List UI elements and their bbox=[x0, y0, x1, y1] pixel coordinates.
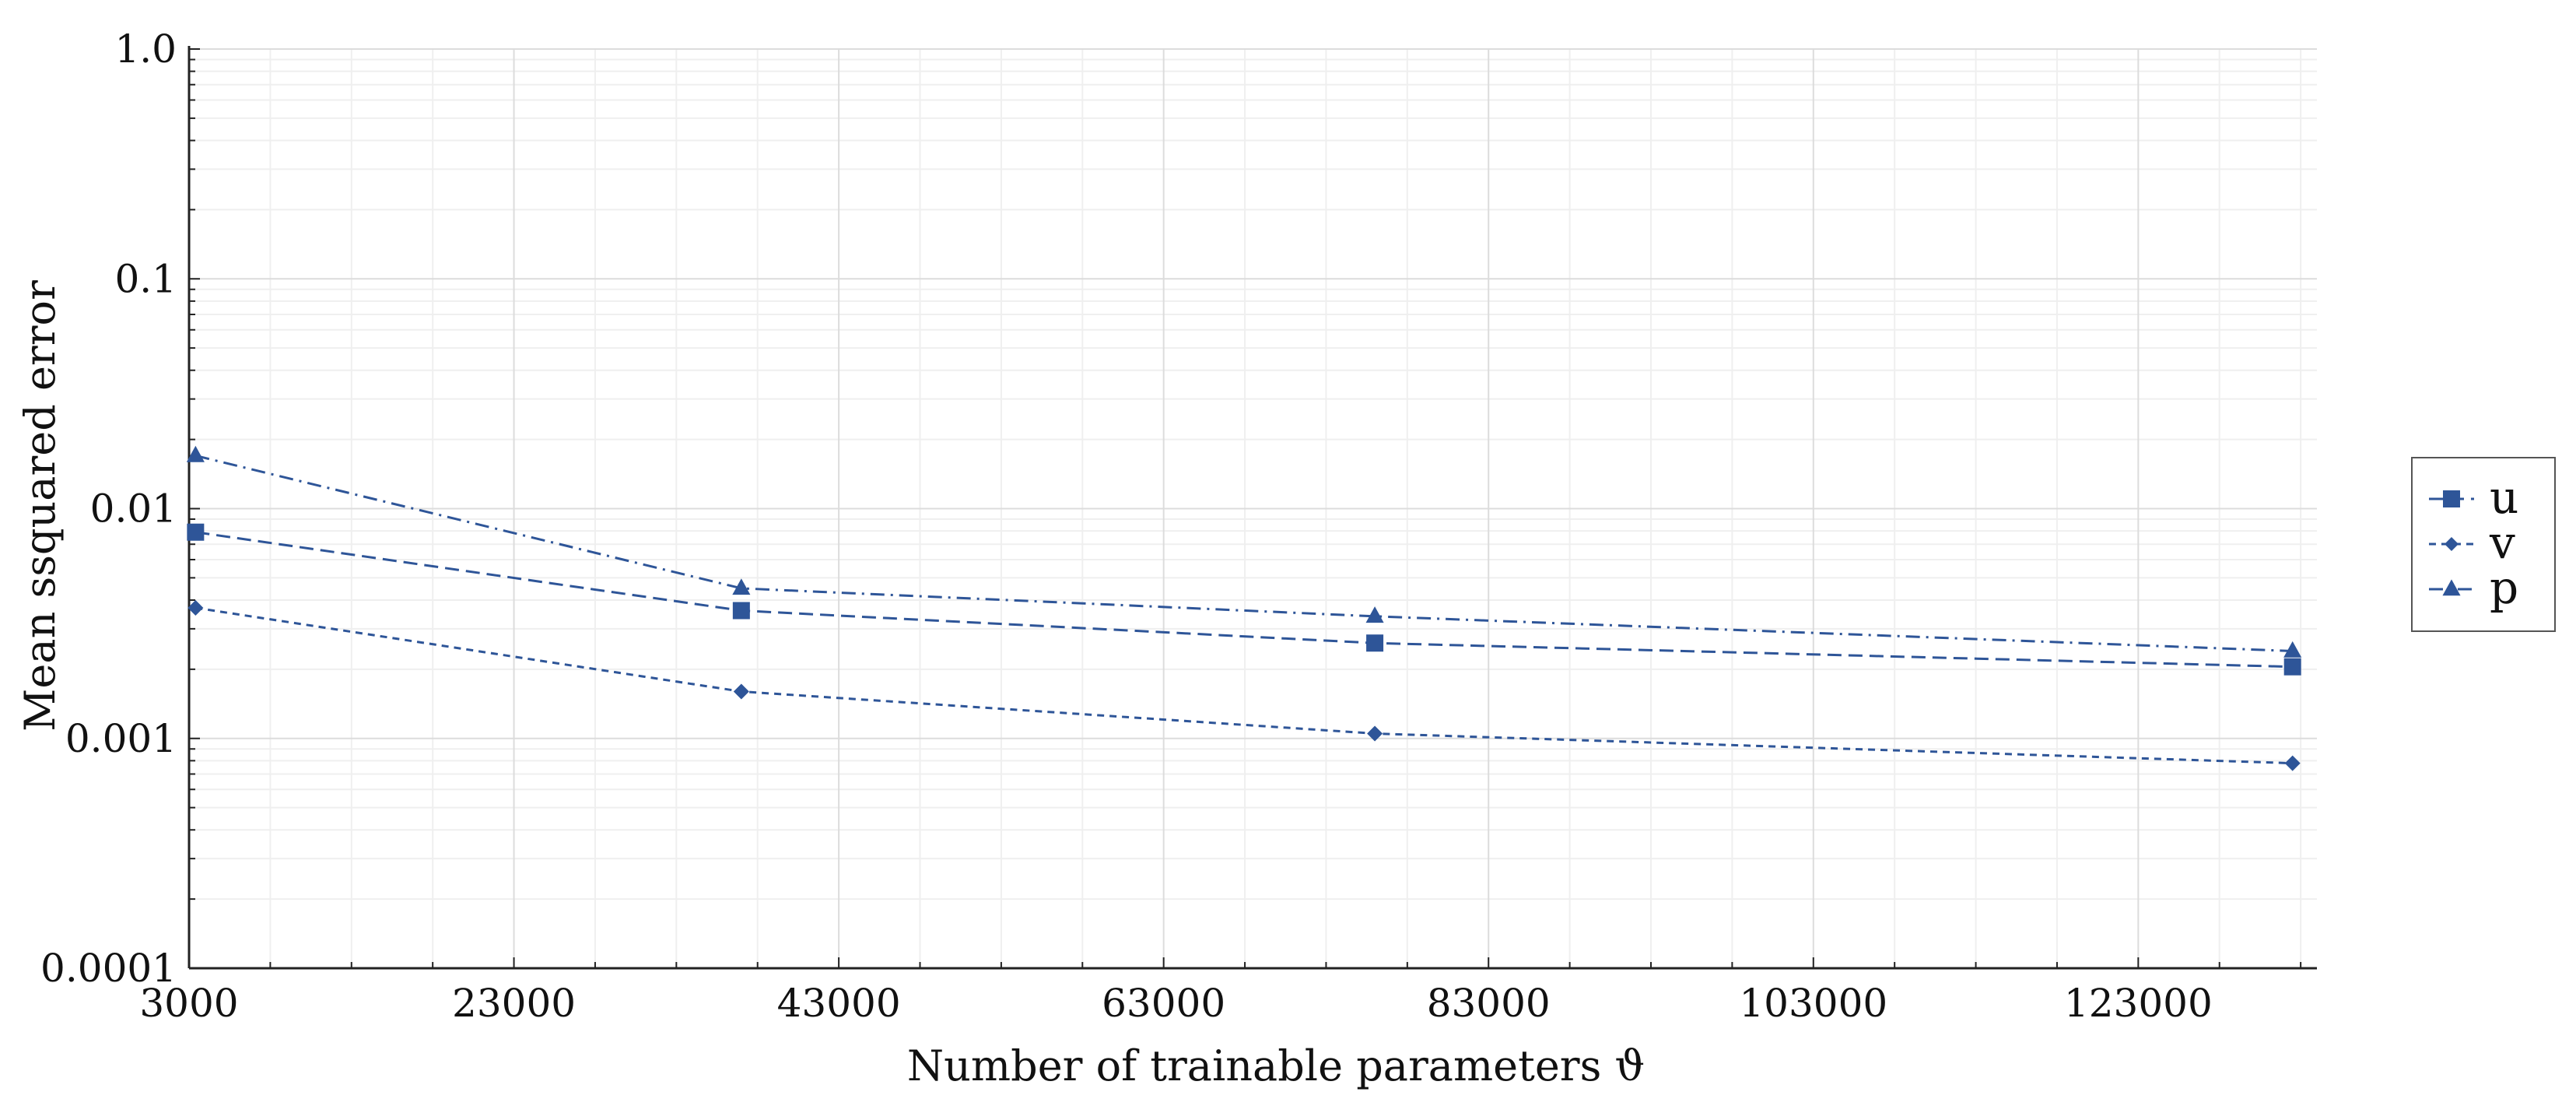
legend: uvp bbox=[2411, 457, 2556, 632]
y-tick-label: 0.01 bbox=[90, 486, 177, 532]
x-tick-label: 103000 bbox=[1739, 981, 1887, 1026]
y-tick-label: 0.001 bbox=[65, 716, 177, 761]
x-tick-label: 123000 bbox=[2064, 981, 2213, 1026]
data-point-u bbox=[187, 523, 205, 541]
legend-label-v: v bbox=[2489, 516, 2515, 569]
data-point-p bbox=[2283, 641, 2302, 658]
y-axis-title: Mean ssquared error bbox=[16, 280, 65, 732]
minor-gridlines bbox=[189, 49, 2317, 968]
legend-marker-p bbox=[2442, 579, 2461, 596]
data-point-p bbox=[1365, 606, 1384, 623]
series-u bbox=[187, 523, 2301, 676]
legend-marker-u bbox=[2443, 490, 2460, 507]
x-tick-label: 63000 bbox=[1102, 981, 1225, 1026]
y-axis-ticks: 0.0001 0.001 0.01 0.1 1.0 bbox=[40, 26, 200, 991]
data-point-u bbox=[1366, 634, 1384, 652]
legend-item-p: p bbox=[2429, 561, 2518, 614]
y-tick-label: 0.0001 bbox=[40, 946, 177, 991]
series-p bbox=[186, 445, 2302, 658]
data-point-v bbox=[188, 599, 204, 616]
x-tick-label: 23000 bbox=[452, 981, 576, 1026]
x-tick-label: 83000 bbox=[1427, 981, 1551, 1026]
series-line-p bbox=[195, 455, 2293, 652]
series-line-u bbox=[195, 531, 2293, 669]
legend-item-v: v bbox=[2429, 516, 2515, 569]
data-point-u bbox=[732, 602, 750, 620]
legend-label-u: u bbox=[2490, 471, 2518, 524]
series-line-v bbox=[195, 606, 2293, 765]
data-point-v bbox=[1367, 725, 1383, 742]
legend-item-u: u bbox=[2429, 471, 2518, 524]
axes bbox=[188, 46, 2317, 970]
data-point-p bbox=[186, 445, 205, 462]
y-tick-label: 0.1 bbox=[114, 256, 177, 301]
series-v bbox=[188, 599, 2301, 771]
x-tick-label: 43000 bbox=[777, 981, 901, 1026]
x-tick-label: 3000 bbox=[139, 981, 238, 1026]
plot-series bbox=[186, 445, 2302, 771]
y-tick-label: 1.0 bbox=[114, 26, 177, 72]
data-point-p bbox=[732, 578, 751, 595]
data-point-v bbox=[2284, 755, 2301, 771]
x-axis-ticks: 3000 23000 43000 63000 83000 103000 123000 bbox=[139, 957, 2302, 1026]
legend-label-p: p bbox=[2490, 561, 2518, 614]
data-point-v bbox=[733, 683, 749, 700]
legend-marker-v bbox=[2445, 537, 2459, 551]
data-point-u bbox=[2283, 658, 2301, 676]
x-axis-title: Number of trainable parameters ϑ bbox=[907, 1041, 1645, 1090]
